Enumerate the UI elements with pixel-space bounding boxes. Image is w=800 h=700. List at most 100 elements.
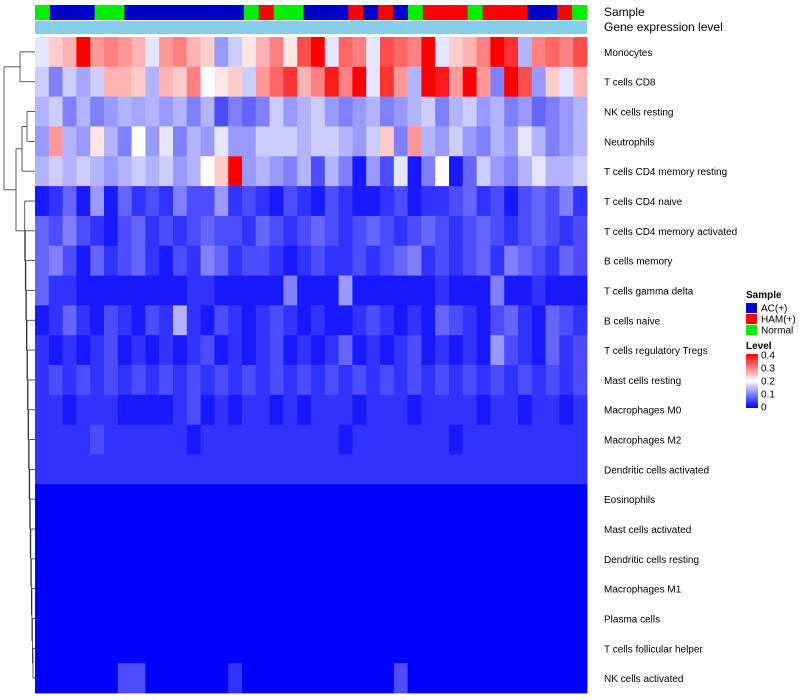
heatmap-cell: [421, 454, 436, 485]
heatmap-cell: [393, 66, 408, 98]
sample-annotation-cell: [258, 5, 275, 20]
heatmap-cell: [283, 454, 298, 485]
heatmap-cell: [380, 156, 395, 187]
heatmap-cell: [476, 245, 491, 276]
heatmap-cell: [352, 514, 367, 545]
heatmap-cell: [186, 633, 201, 664]
heatmap-cell: [35, 126, 50, 157]
heatmap-cell: [62, 96, 77, 127]
heatmap-cell: [104, 394, 119, 426]
heatmap-cell: [104, 663, 119, 694]
heatmap-cell: [283, 514, 298, 545]
heatmap-cell: [490, 335, 505, 366]
heatmap-cell: [490, 365, 505, 396]
heatmap-cell: [435, 96, 450, 127]
heatmap-cell: [35, 96, 50, 127]
heatmap-cell: [531, 96, 546, 127]
heatmap-cell: [159, 275, 174, 306]
heatmap-cell: [449, 514, 464, 545]
heatmap-cell: [462, 484, 477, 515]
sample-annotation-cell: [79, 5, 96, 20]
heatmap-cell: [242, 96, 257, 127]
heatmap-cell: [228, 424, 243, 455]
heatmap-cell: [352, 394, 367, 426]
heatmap-cell: [531, 37, 546, 68]
heatmap-cell: [476, 454, 491, 485]
heatmap-cell: [545, 484, 560, 515]
heatmap-cell: [35, 37, 50, 68]
heatmap-cell: [449, 603, 464, 634]
heatmap-cell: [214, 454, 229, 485]
heatmap-cell: [200, 126, 215, 157]
heatmap-cell: [490, 186, 505, 217]
heatmap-cell: [490, 215, 505, 247]
heatmap-cell: [531, 484, 546, 515]
heatmap-cell: [490, 275, 505, 306]
heatmap-cell: [324, 484, 339, 515]
heatmap-cell: [214, 603, 229, 634]
heatmap-cell: [476, 484, 491, 515]
heatmap-cell: [228, 186, 243, 217]
heatmap-cell: [366, 96, 381, 127]
heatmap-cell: [518, 365, 533, 396]
heatmap-cell: [366, 156, 381, 187]
heatmap-cell: [531, 215, 546, 247]
heatmap-cell: [62, 275, 77, 306]
heatmap-cell: [407, 633, 422, 664]
heatmap-cell: [214, 633, 229, 664]
heatmap-cell: [518, 424, 533, 455]
heatmap-cell: [338, 365, 353, 396]
heatmap-cell: [104, 484, 119, 515]
heatmap-cell: [283, 215, 298, 247]
heatmap-cell: [173, 633, 188, 664]
heatmap-cell: [104, 96, 119, 127]
heatmap-cell: [559, 37, 574, 68]
sample-annotation-cell: [512, 5, 528, 20]
heatmap-cell: [518, 394, 533, 426]
heatmap-cell: [104, 573, 119, 604]
heatmap-cell: [545, 365, 560, 396]
row-label: NK cells activated: [604, 674, 683, 685]
heatmap-cell: [545, 663, 560, 694]
row-label: Plasma cells: [604, 615, 660, 626]
row-label: Macrophages M0: [604, 406, 682, 417]
heatmap-cell: [531, 365, 546, 396]
heatmap-cell: [117, 424, 132, 455]
heatmap-cell: [462, 96, 477, 127]
heatmap-cell: [48, 96, 63, 127]
heatmap-cell: [255, 394, 270, 426]
heatmap-cell: [449, 633, 464, 664]
heatmap-cell: [407, 335, 422, 366]
heatmap-cell: [407, 96, 422, 127]
heatmap-cell: [338, 66, 353, 98]
sample-annotation-cell: [139, 5, 155, 20]
heatmap-cell: [117, 186, 132, 217]
heatmap-cell: [407, 663, 422, 694]
sample-annotation-cell: [184, 5, 200, 20]
heatmap-cell: [145, 126, 160, 157]
heatmap-cell: [504, 514, 519, 545]
heatmap-cell: [518, 96, 533, 127]
heatmap-cell: [159, 543, 174, 575]
heatmap-cell: [435, 186, 450, 217]
sample-annotation-cell: [437, 5, 454, 20]
heatmap-cell: [76, 37, 91, 68]
heatmap-cell: [311, 603, 326, 634]
heatmap-cell: [531, 126, 546, 157]
heatmap-cell: [311, 543, 326, 575]
heatmap-cell: [311, 215, 326, 247]
heatmap-cell: [531, 424, 546, 455]
heatmap-cell: [393, 156, 408, 187]
heatmap-cell: [90, 573, 105, 604]
heatmap-cell: [200, 156, 215, 187]
heatmap-cell: [393, 245, 408, 276]
heatmap-cell: [214, 275, 229, 306]
heatmap-cell: [90, 365, 105, 396]
heatmap-cell: [407, 186, 422, 217]
heatmap-cell: [393, 365, 408, 396]
heatmap-cell: [545, 305, 560, 336]
sample-annotation-cell: [169, 5, 185, 20]
heatmap-cell: [62, 156, 77, 187]
heatmap-cell: [449, 156, 464, 187]
heatmap-cell: [366, 365, 381, 396]
